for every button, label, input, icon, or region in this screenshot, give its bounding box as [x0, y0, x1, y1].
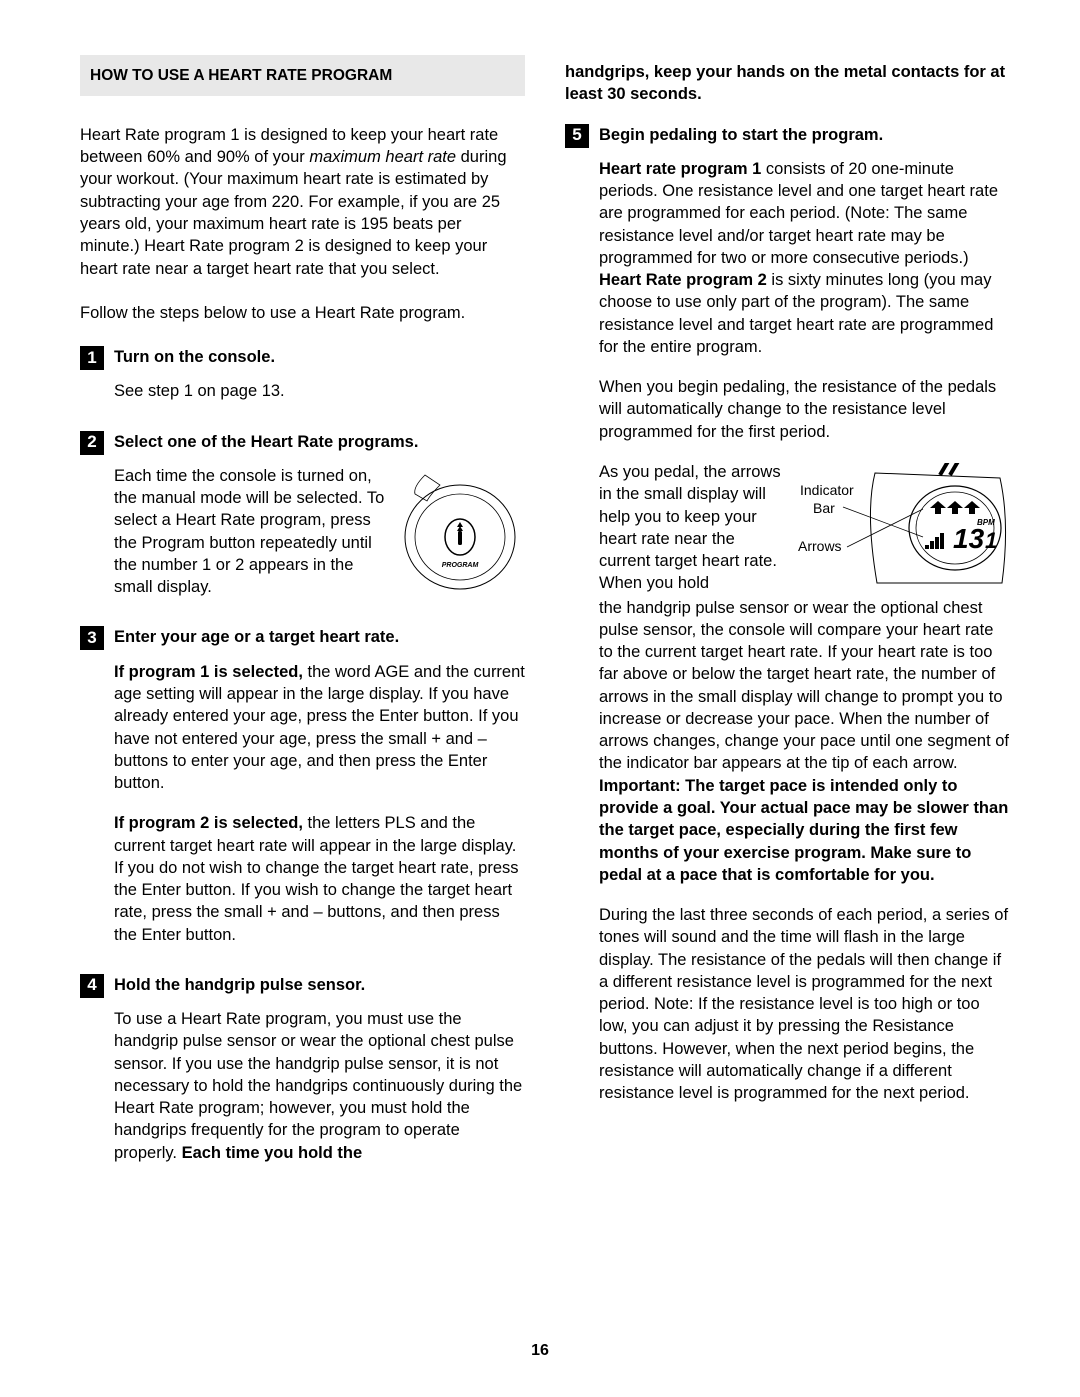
step-3-body: Enter your age or a target heart rate. I…	[114, 626, 525, 963]
arrows-label: Arrows	[798, 538, 842, 554]
bpm-display-figure: BPM 13 1 Indicator Bar Arrows	[795, 463, 1010, 593]
step-4-text: To use a Heart Rate program, you must us…	[114, 1008, 525, 1164]
handgrip-note: handgrips, keep your hands on the metal …	[565, 61, 1010, 106]
page-number: 16	[0, 1340, 1080, 1362]
step5-p1a: Heart rate program 1	[599, 160, 761, 178]
step5-figure-wrap: As you pedal, the arrows in the small di…	[599, 461, 1010, 595]
indicator-label-1: Indicator	[800, 482, 854, 498]
step-4-body: Hold the handgrip pulse sensor. To use a…	[114, 974, 525, 1164]
step-1-text: See step 1 on page 13.	[114, 380, 525, 402]
step-number-4: 4	[80, 974, 104, 998]
step5-p3b: Important: The target pace is intended o…	[599, 777, 1008, 884]
intro-1: Heart Rate program 1 is designed to keep…	[80, 124, 525, 280]
step-4-heading: Hold the handgrip pulse sensor.	[114, 974, 525, 996]
indicator-label-2: Bar	[813, 500, 835, 516]
intro-2: Follow the steps below to use a Heart Ra…	[80, 302, 525, 324]
step-number-2: 2	[80, 431, 104, 455]
step-2-heading: Select one of the Heart Rate programs.	[114, 431, 525, 453]
step-number-1: 1	[80, 346, 104, 370]
step-3-para-b: If program 2 is selected, the letters PL…	[114, 812, 525, 946]
step-5-p3-rest: the handgrip pulse sensor or wear the op…	[599, 597, 1010, 886]
step-3-b1: If program 2 is selected,	[114, 814, 303, 832]
program-button-figure: PROGRAM	[395, 467, 525, 597]
intro-1b: maximum heart rate	[309, 148, 456, 166]
step-4-t1: To use a Heart Rate program, you must us…	[114, 1010, 522, 1162]
step-3-a1: If program 1 is selected,	[114, 663, 303, 681]
step-4-t2: Each time you hold the	[182, 1144, 363, 1162]
step-5-p3-left: As you pedal, the arrows in the small di…	[599, 461, 783, 595]
svg-text:1: 1	[985, 528, 997, 553]
left-column: HOW TO USE A HEART RATE PROGRAM Heart Ra…	[80, 55, 525, 1174]
step5-p1c: Heart Rate program 2	[599, 271, 767, 289]
step-5: 5 Begin pedaling to start the program. H…	[565, 124, 1010, 1123]
step-3-para-a: If program 1 is selected, the word AGE a…	[114, 661, 525, 795]
step-3-b2: the letters PLS and the current target h…	[114, 814, 519, 943]
step-5-heading: Begin pedaling to start the program.	[599, 124, 1010, 146]
step-5-p1: Heart rate program 1 consists of 20 one-…	[599, 158, 1010, 358]
step-number-3: 3	[80, 626, 104, 650]
page: HOW TO USE A HEART RATE PROGRAM Heart Ra…	[0, 0, 1080, 1397]
step-1: 1 Turn on the console. See step 1 on pag…	[80, 346, 525, 421]
bpm-value: 13	[953, 523, 985, 554]
step-number-5: 5	[565, 124, 589, 148]
right-column: handgrips, keep your hands on the metal …	[565, 55, 1010, 1174]
step-5-p4: During the last three seconds of each pe…	[599, 904, 1010, 1104]
section-title-box: HOW TO USE A HEART RATE PROGRAM	[80, 55, 525, 96]
step-4: 4 Hold the handgrip pulse sensor. To use…	[80, 974, 525, 1164]
step-5-p2: When you begin pedaling, the resistance …	[599, 376, 1010, 443]
section-title: HOW TO USE A HEART RATE PROGRAM	[90, 67, 392, 84]
columns: HOW TO USE A HEART RATE PROGRAM Heart Ra…	[80, 55, 1010, 1174]
step-2: 2 Select one of the Heart Rate programs.…	[80, 431, 525, 617]
step-1-heading: Turn on the console.	[114, 346, 525, 368]
step-3: 3 Enter your age or a target heart rate.…	[80, 626, 525, 963]
step-3-heading: Enter your age or a target heart rate.	[114, 626, 525, 648]
step-2-text: Each time the console is turned on, the …	[114, 465, 385, 599]
step-2-body: Select one of the Heart Rate programs. E…	[114, 431, 525, 617]
step-2-wrap: Each time the console is turned on, the …	[114, 465, 525, 617]
program-label: PROGRAM	[442, 562, 479, 569]
step5-p3a: the handgrip pulse sensor or wear the op…	[599, 599, 1009, 773]
step-3-a2: the word AGE and the current age setting…	[114, 663, 525, 792]
intro-1c: during your workout. (Your maximum heart…	[80, 148, 507, 277]
step-5-body: Begin pedaling to start the program. Hea…	[599, 124, 1010, 1123]
step-1-body: Turn on the console. See step 1 on page …	[114, 346, 525, 421]
